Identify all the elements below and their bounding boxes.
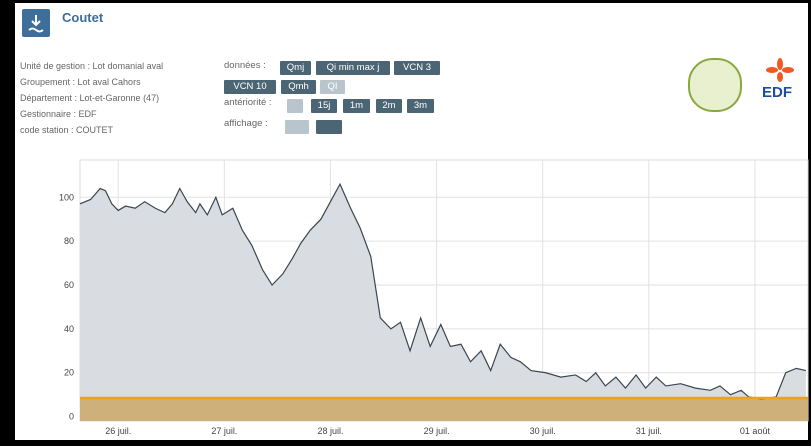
x-tick-label: 26 juil. bbox=[105, 426, 131, 436]
button[interactable]: VCN 3 bbox=[394, 61, 440, 75]
x-tick-label: 30 juil. bbox=[530, 426, 556, 436]
y-tick-label: 100 bbox=[59, 192, 74, 202]
edf-flower bbox=[766, 58, 794, 82]
lot-logo bbox=[688, 58, 742, 112]
area-fill bbox=[80, 184, 806, 421]
series-line bbox=[79, 182, 807, 400]
button[interactable]: Qmj bbox=[280, 61, 311, 75]
info-line: Département : Lot-et-Garonne (47) bbox=[20, 93, 160, 103]
icon-glyph bbox=[28, 15, 44, 33]
y-tick-label: 0 bbox=[69, 412, 74, 422]
chart-view-button[interactable] bbox=[285, 120, 309, 134]
control-label: affichage : bbox=[224, 118, 268, 129]
control-label: antériorité : bbox=[224, 97, 272, 108]
button[interactable]: Qmh bbox=[281, 80, 316, 94]
info-line: Unité de gestion : Lot domanial aval bbox=[20, 61, 164, 71]
chart: 0 20 40 60 80 100 26 juil. 27 juil. 28 juil. 29 j… bbox=[59, 159, 809, 436]
x-tick-label: 01 août bbox=[740, 426, 771, 436]
y-tick-label: 80 bbox=[64, 236, 74, 246]
x-tick-label: 31 juil. bbox=[636, 426, 662, 436]
info-line: Gestionnaire : EDF bbox=[20, 109, 97, 119]
button[interactable]: 1m bbox=[343, 99, 370, 113]
button[interactable]: 3m bbox=[407, 99, 434, 113]
button[interactable]: VCN 10 bbox=[224, 80, 276, 94]
table-view-button[interactable] bbox=[316, 120, 342, 134]
control-label: données : bbox=[224, 60, 266, 71]
y-tick-label: 40 bbox=[64, 324, 74, 334]
threshold-fill bbox=[80, 397, 808, 421]
x-tick-label: 28 juil. bbox=[317, 426, 343, 436]
calendar-button[interactable] bbox=[287, 99, 303, 113]
info-line: code station : COUTET bbox=[20, 125, 114, 135]
station-icon[interactable] bbox=[22, 9, 50, 37]
button[interactable]: 15j bbox=[311, 99, 337, 113]
button[interactable]: QI bbox=[320, 80, 345, 94]
button[interactable]: Qi min max j bbox=[316, 61, 390, 75]
x-tick-label: 27 juil. bbox=[211, 426, 237, 436]
edf-logo: EDF bbox=[762, 84, 792, 101]
info-line: Groupement : Lot aval Cahors bbox=[20, 77, 141, 87]
button[interactable]: 2m bbox=[376, 99, 402, 113]
y-tick-label: 60 bbox=[64, 280, 74, 290]
x-tick-label: 29 juil. bbox=[424, 426, 450, 436]
y-tick-label: 20 bbox=[64, 368, 74, 378]
title: Coutet bbox=[62, 10, 104, 25]
